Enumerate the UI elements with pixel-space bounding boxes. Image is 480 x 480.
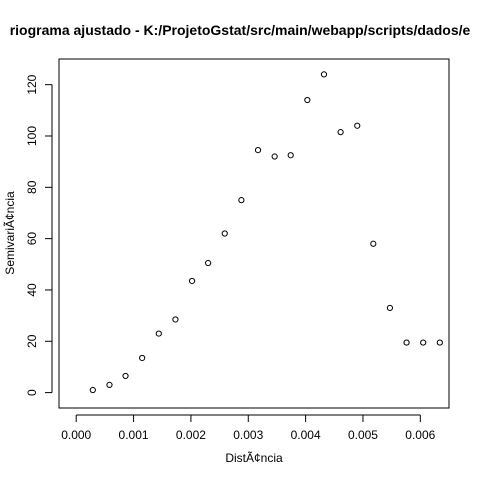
x-tick-label: 0.003 <box>233 428 263 442</box>
y-tick-label: 80 <box>25 180 39 194</box>
data-point <box>337 129 344 136</box>
data-point <box>420 339 427 346</box>
y-tick-label: 120 <box>25 74 39 94</box>
x-tick-label: 0.005 <box>348 428 378 442</box>
data-point <box>354 122 361 129</box>
data-point <box>205 259 212 267</box>
data-point <box>271 153 278 160</box>
data-point <box>287 152 294 159</box>
y-axis: 0 20 40 60 80 100 120 <box>25 74 53 396</box>
plot-frame <box>58 58 450 409</box>
data-point <box>403 339 410 346</box>
y-axis-label: SemivariÃ¢ncia <box>3 191 17 275</box>
data-point <box>386 304 394 312</box>
data-point <box>155 330 162 337</box>
data-point <box>172 316 179 323</box>
y-tick-label: 100 <box>25 126 39 146</box>
x-tick-label: 0.004 <box>291 428 321 442</box>
y-tick-label: 20 <box>25 334 39 348</box>
chart-title: riograma ajustado - K:/ProjetoGstat/src/… <box>10 22 471 38</box>
x-tick-label: 0.002 <box>176 428 206 442</box>
data-point <box>106 381 113 389</box>
data-point <box>254 146 262 154</box>
data-point <box>436 339 443 346</box>
x-tick-label: 0.006 <box>405 428 435 442</box>
data-point <box>139 354 146 362</box>
data-point <box>89 386 96 394</box>
y-tick-label: 40 <box>25 283 39 297</box>
data-point <box>221 230 228 237</box>
x-tick-label: 0.001 <box>119 428 149 442</box>
x-axis: 0.000 0.001 0.002 0.003 0.004 0.005 0.006 <box>61 414 436 442</box>
data-point <box>370 240 377 247</box>
data-point <box>304 96 311 104</box>
x-axis-label: DistÃ¢ncia <box>225 451 283 465</box>
data-point <box>320 71 328 78</box>
data-points <box>89 71 443 394</box>
y-tick-label: 0 <box>25 389 39 396</box>
x-tick-label: 0.000 <box>61 428 91 442</box>
data-point <box>188 277 196 285</box>
data-point <box>238 197 245 204</box>
data-point <box>122 372 129 380</box>
y-tick-label: 60 <box>25 232 39 246</box>
